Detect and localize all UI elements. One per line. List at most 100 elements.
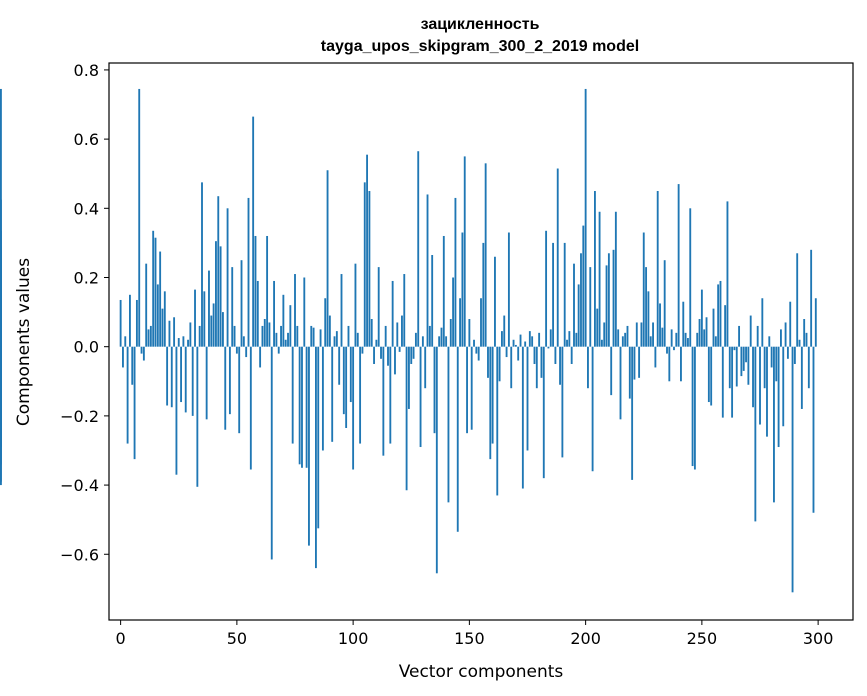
bar-139 — [442, 235, 445, 347]
bar-41 — [215, 241, 217, 347]
bar-256 — [714, 336, 717, 347]
bar-13 — [149, 325, 152, 347]
bar-205 — [596, 308, 599, 347]
bar-188 — [556, 168, 559, 347]
bar-85 — [317, 346, 320, 529]
bar-undefined — [0, 88, 2, 347]
bar-115 — [387, 346, 389, 366]
y-tick-label: −0.2 — [60, 407, 99, 426]
bar-178 — [533, 346, 536, 364]
bar-248 — [696, 332, 699, 347]
bar-152 — [473, 339, 475, 347]
bar-273 — [754, 346, 757, 522]
bar-61 — [261, 325, 264, 347]
bar-100 — [352, 346, 355, 470]
bar-29 — [187, 339, 189, 347]
bar-164 — [500, 331, 503, 347]
bar-197 — [577, 284, 580, 347]
bar-31 — [191, 346, 194, 416]
bar-0 — [119, 299, 122, 347]
bar-103 — [359, 346, 362, 444]
bar-1 — [122, 346, 124, 368]
bar-220 — [631, 346, 634, 480]
bar-89 — [326, 170, 329, 347]
bar-171 — [517, 346, 520, 361]
bar-218 — [626, 325, 629, 347]
bar-76 — [296, 325, 299, 347]
bar-222 — [635, 322, 638, 347]
bar-116 — [389, 346, 392, 444]
bar-21 — [168, 320, 171, 347]
bar-250 — [700, 289, 703, 347]
bar-35 — [201, 182, 203, 347]
bar-285 — [782, 346, 785, 427]
bar-223 — [638, 346, 641, 378]
bar-270 — [747, 346, 750, 385]
bar-55 — [247, 197, 250, 347]
bar-182 — [542, 346, 545, 479]
bar-32 — [194, 289, 196, 347]
bar-159 — [489, 346, 492, 460]
bar-255 — [712, 308, 715, 347]
bar-137 — [438, 336, 441, 347]
bar-184 — [547, 346, 550, 349]
bar-194 — [570, 346, 573, 364]
bar-243 — [684, 332, 687, 347]
bar-46 — [226, 208, 229, 347]
x-tick-label: 150 — [454, 629, 485, 648]
bar-102 — [356, 332, 359, 347]
bar-265 — [735, 346, 738, 387]
bar-6 — [133, 346, 136, 460]
y-axis-label: Components values — [14, 258, 34, 426]
bar-207 — [600, 339, 603, 347]
bar-271 — [749, 315, 752, 347]
bar-183 — [545, 230, 548, 347]
bar-225 — [642, 232, 645, 347]
bar-14 — [152, 230, 155, 347]
bar-142 — [449, 319, 452, 347]
bar-294 — [803, 319, 806, 347]
y-tick-label: −0.6 — [60, 545, 99, 564]
bar-9 — [140, 346, 143, 354]
bar-67 — [275, 332, 278, 347]
bar-65 — [270, 346, 273, 560]
bar-162 — [496, 346, 499, 496]
bar-297 — [810, 249, 813, 347]
bar-114 — [384, 325, 387, 347]
bar-16 — [156, 284, 159, 347]
bar-198 — [580, 253, 582, 347]
bar-208 — [603, 322, 606, 347]
bar-283 — [777, 346, 780, 448]
bar-272 — [752, 346, 754, 408]
bar-125 — [410, 346, 413, 364]
bar-280 — [770, 346, 773, 368]
bar-263 — [731, 346, 734, 418]
bar-168 — [510, 346, 513, 389]
x-tick-label: 250 — [687, 629, 718, 648]
x-tick-label: 100 — [338, 629, 369, 648]
bar-259 — [721, 346, 724, 418]
bar-120 — [398, 346, 401, 352]
bar-4 — [129, 294, 131, 347]
bar-108 — [370, 319, 373, 347]
bar-146 — [459, 298, 461, 347]
bar-291 — [796, 253, 799, 347]
bar-81 — [308, 346, 310, 546]
bar-150 — [468, 319, 471, 347]
bar-94 — [338, 346, 341, 385]
bar-233 — [661, 327, 664, 347]
bar-58 — [254, 235, 257, 347]
bar-68 — [277, 346, 280, 354]
bar-53 — [242, 336, 245, 347]
bar-176 — [528, 331, 531, 347]
bar-133 — [428, 325, 431, 347]
bar-245 — [689, 208, 692, 347]
bar-87 — [321, 346, 324, 451]
bar-187 — [554, 346, 557, 364]
bar-70 — [282, 294, 285, 347]
bar-95 — [340, 274, 343, 347]
bar-211 — [610, 346, 613, 396]
chart-title: зацикленность — [421, 16, 540, 33]
bar-56 — [249, 346, 252, 470]
bar-172 — [519, 334, 522, 347]
